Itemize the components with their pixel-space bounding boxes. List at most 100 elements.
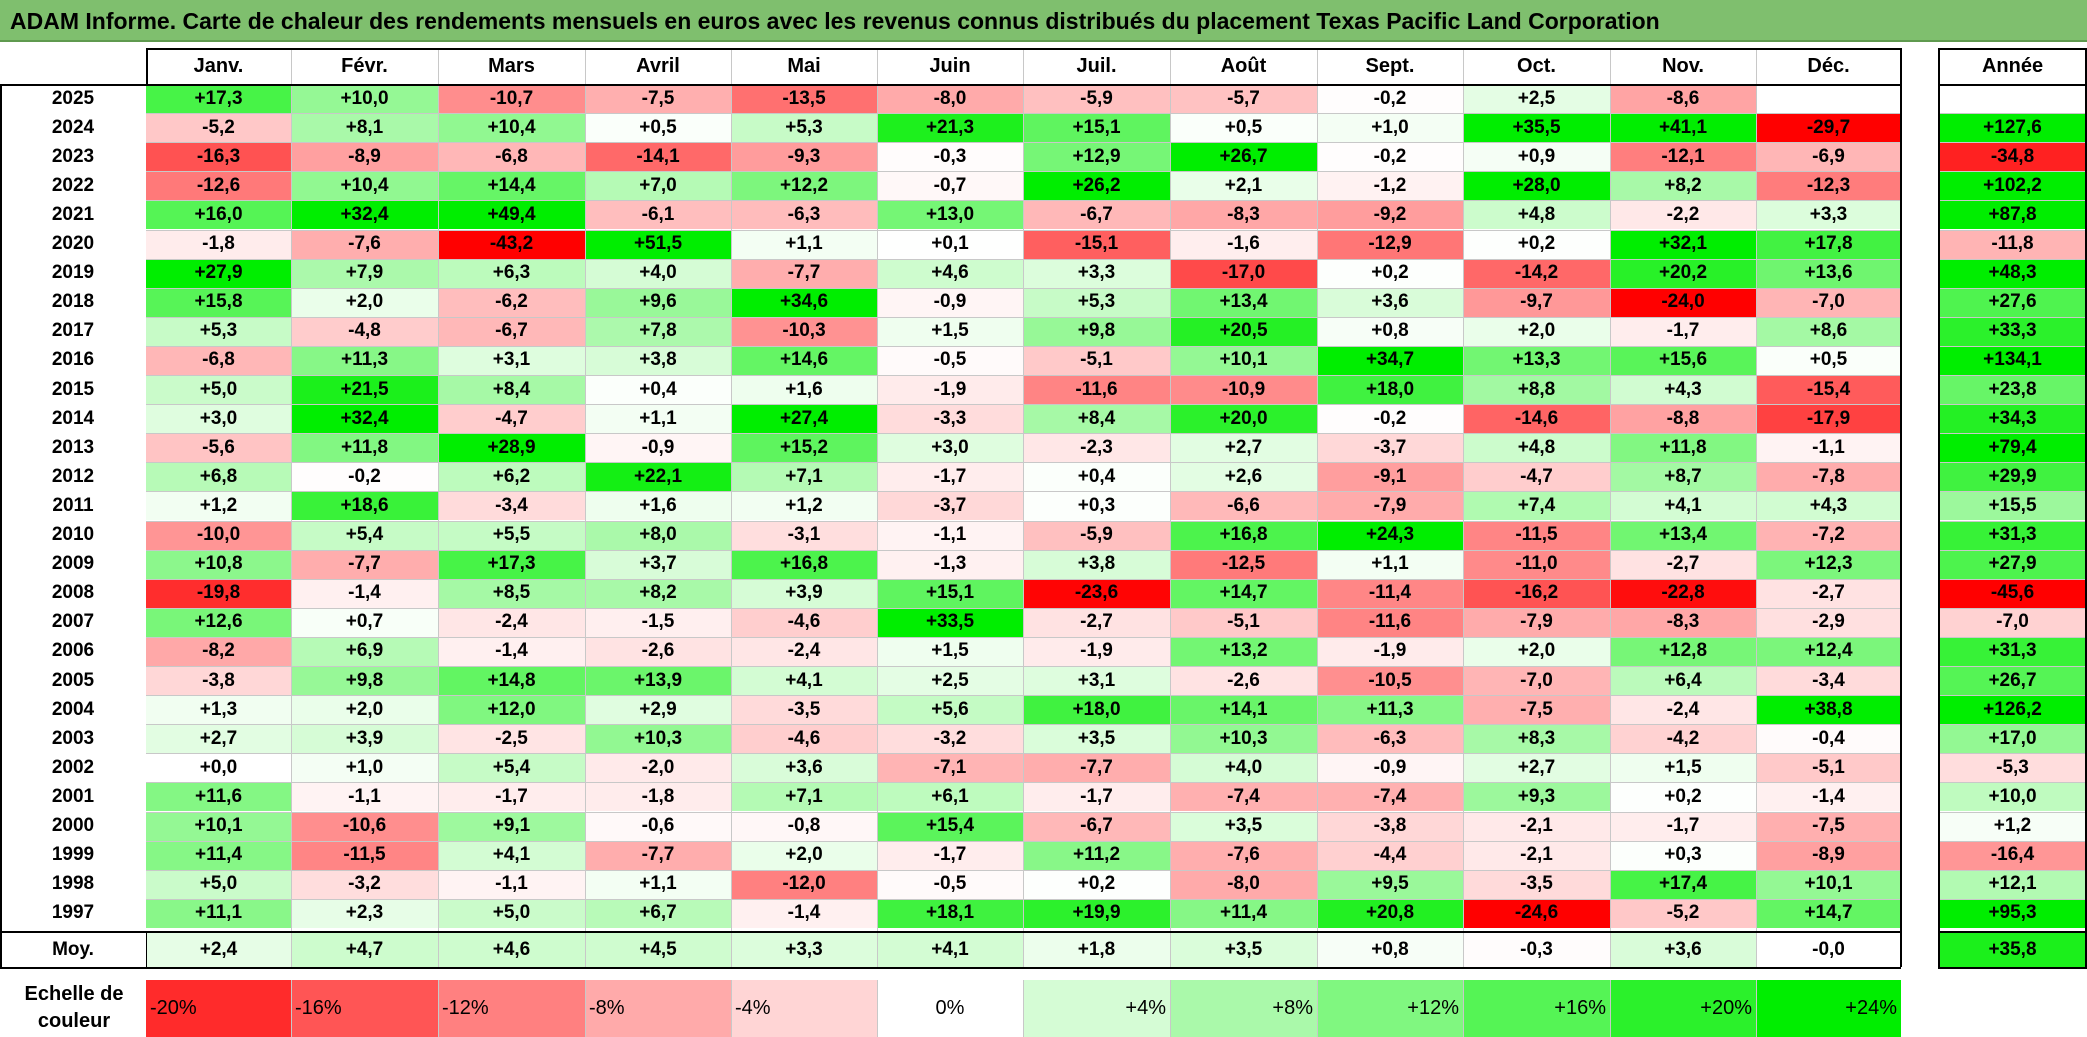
heatmap-cell: -9,7 bbox=[1463, 287, 1610, 317]
heatmap-cell: +6,9 bbox=[291, 636, 438, 666]
heatmap-cell: +3,9 bbox=[731, 578, 877, 608]
grid-line-vertical bbox=[1023, 48, 1024, 967]
annual-cell: +48,3 bbox=[1938, 258, 2087, 288]
annual-cell: +1,2 bbox=[1938, 811, 2087, 841]
heatmap-cell: +20,0 bbox=[1170, 404, 1317, 434]
column-header: Nov. bbox=[1662, 54, 1704, 77]
average-cell: +4,5 bbox=[585, 933, 731, 967]
heatmap-cell: +10,8 bbox=[146, 549, 291, 579]
heatmap-cell: +2,7 bbox=[146, 724, 291, 754]
heatmap-cell: -1,4 bbox=[731, 898, 877, 928]
heatmap-cell: -5,2 bbox=[1610, 898, 1756, 928]
heatmap-cell: -0,9 bbox=[877, 287, 1023, 317]
heatmap-cell: +4,0 bbox=[1170, 753, 1317, 783]
column-header-annual: Année bbox=[1981, 54, 2044, 77]
heatmap-cell: -4,6 bbox=[731, 724, 877, 754]
heatmap-cell: +0,8 bbox=[1317, 316, 1463, 346]
grid-line-horizontal bbox=[1938, 724, 2087, 725]
heatmap-cell: +49,4 bbox=[438, 200, 585, 230]
heatmap-cell: +11,8 bbox=[1610, 433, 1756, 463]
heatmap-cell: -11,0 bbox=[1463, 549, 1610, 579]
heatmap-cell: -15,4 bbox=[1756, 375, 1901, 405]
grid-line-vertical bbox=[585, 980, 586, 1037]
heatmap-cell: +3,1 bbox=[438, 345, 585, 375]
grid-line-vertical bbox=[291, 48, 292, 967]
row-label-year: 2012 bbox=[51, 465, 95, 487]
grid-line-horizontal bbox=[1938, 637, 2087, 638]
grid-line-horizontal bbox=[1938, 608, 2087, 609]
heatmap-cell: +1,5 bbox=[877, 316, 1023, 346]
heatmap-cell: -0,3 bbox=[877, 142, 1023, 172]
grid-line-horizontal bbox=[1938, 899, 2087, 900]
average-cell: +0,8 bbox=[1317, 933, 1463, 967]
heatmap-cell: +1,1 bbox=[585, 869, 731, 899]
heatmap-cell: +0,5 bbox=[1170, 113, 1317, 143]
column-header: Sept. bbox=[1365, 54, 1415, 77]
heatmap-cell: +2,0 bbox=[291, 287, 438, 317]
grid-line-horizontal bbox=[1938, 666, 2087, 667]
scale-swatch: +4% bbox=[1023, 980, 1170, 1037]
heatmap-cell: +5,0 bbox=[438, 898, 585, 928]
grid-line-horizontal bbox=[1938, 404, 2087, 405]
heatmap-cell: +3,8 bbox=[585, 345, 731, 375]
annual-cell: +95,3 bbox=[1938, 898, 2087, 928]
heatmap-cell: +7,0 bbox=[585, 171, 731, 201]
column-header: Déc. bbox=[1807, 54, 1850, 77]
grid-line-vertical bbox=[731, 980, 732, 1037]
heatmap-cell: -2,9 bbox=[1756, 607, 1901, 637]
heatmap-cell: +1,1 bbox=[731, 229, 877, 259]
heatmap-cell: +4,1 bbox=[731, 666, 877, 696]
heatmap-cell: -6,8 bbox=[146, 345, 291, 375]
annual-cell: +79,4 bbox=[1938, 433, 2087, 463]
annual-cell: +33,3 bbox=[1938, 316, 2087, 346]
heatmap-cell: -1,8 bbox=[146, 229, 291, 259]
border bbox=[1900, 48, 1902, 967]
average-cell: +4,6 bbox=[438, 933, 585, 967]
heatmap-cell: +2,5 bbox=[877, 666, 1023, 696]
annual-cell: -5,3 bbox=[1938, 753, 2087, 783]
annual-cell: -16,4 bbox=[1938, 840, 2087, 870]
heatmap-cell: +8,2 bbox=[585, 578, 731, 608]
heatmap-cell: -1,2 bbox=[1317, 171, 1463, 201]
grid-line-horizontal bbox=[1938, 200, 2087, 201]
heatmap-cell: +7,1 bbox=[731, 462, 877, 492]
heatmap-cell: +9,8 bbox=[1023, 316, 1170, 346]
annual-cell: +31,3 bbox=[1938, 520, 2087, 550]
column-header: Oct. bbox=[1517, 54, 1556, 77]
border bbox=[146, 48, 1901, 50]
heatmap-cell: +26,2 bbox=[1023, 171, 1170, 201]
heatmap-cell: -2,0 bbox=[585, 753, 731, 783]
heatmap-cell: +38,8 bbox=[1756, 695, 1901, 725]
annual-cell: -11,8 bbox=[1938, 229, 2087, 259]
row-label-year: 2014 bbox=[51, 407, 95, 429]
heatmap-cell: -2,7 bbox=[1023, 607, 1170, 637]
heatmap-cell: -0,4 bbox=[1756, 724, 1901, 754]
heatmap-cell: +14,1 bbox=[1170, 695, 1317, 725]
heatmap-cell: -0,7 bbox=[877, 171, 1023, 201]
heatmap-cell: -3,8 bbox=[1317, 811, 1463, 841]
heatmap-cell: +4,0 bbox=[585, 258, 731, 288]
average-cell: +3,5 bbox=[1170, 933, 1317, 967]
row-label-year: 1998 bbox=[51, 873, 95, 895]
heatmap-cell: -11,5 bbox=[291, 840, 438, 870]
heatmap-cell: +5,4 bbox=[438, 753, 585, 783]
row-label-year: 2013 bbox=[51, 436, 95, 458]
heatmap-cell: -17,0 bbox=[1170, 258, 1317, 288]
heatmap-cell: +5,0 bbox=[146, 375, 291, 405]
heatmap-cell: -1,7 bbox=[438, 782, 585, 812]
grid-line-vertical bbox=[1170, 48, 1171, 967]
heatmap-cell: +8,0 bbox=[585, 520, 731, 550]
average-cell: -0,3 bbox=[1463, 933, 1610, 967]
heatmap-cell: +12,9 bbox=[1023, 142, 1170, 172]
heatmap-cell: +21,3 bbox=[877, 113, 1023, 143]
heatmap-cell: +15,2 bbox=[731, 433, 877, 463]
heatmap-cell: +11,2 bbox=[1023, 840, 1170, 870]
heatmap-cell: +9,6 bbox=[585, 287, 731, 317]
heatmap-cell: -23,6 bbox=[1023, 578, 1170, 608]
heatmap-cell: +0,0 bbox=[146, 753, 291, 783]
heatmap-cell: +8,1 bbox=[291, 113, 438, 143]
grid-line-vertical bbox=[1756, 980, 1757, 1037]
border bbox=[1938, 48, 2087, 50]
heatmap-cell: -4,7 bbox=[1463, 462, 1610, 492]
heatmap-cell: -3,1 bbox=[731, 520, 877, 550]
